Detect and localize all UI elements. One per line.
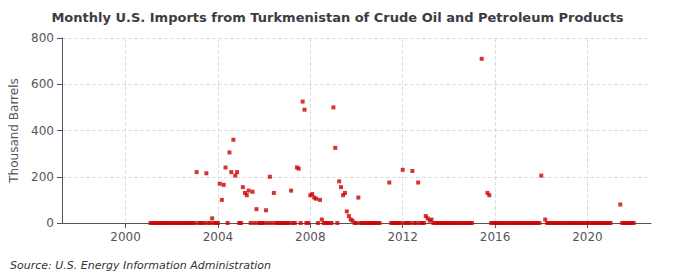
svg-text:2004: 2004 xyxy=(203,230,234,244)
svg-text:400: 400 xyxy=(31,124,54,138)
svg-text:200: 200 xyxy=(31,170,54,184)
svg-text:800: 800 xyxy=(31,31,54,45)
svg-text:2012: 2012 xyxy=(387,230,418,244)
svg-text:0: 0 xyxy=(46,216,54,230)
svg-text:2020: 2020 xyxy=(572,230,603,244)
svg-text:2016: 2016 xyxy=(480,230,511,244)
svg-text:600: 600 xyxy=(31,77,54,91)
svg-text:2000: 2000 xyxy=(110,230,141,244)
svg-text:2008: 2008 xyxy=(295,230,326,244)
svg-text:Monthly U.S. Imports from Turk: Monthly U.S. Imports from Turkmenistan o… xyxy=(51,10,623,25)
svg-text:Source: U.S. Energy Informatio: Source: U.S. Energy Information Administ… xyxy=(10,259,271,272)
svg-text:Thousand Barrels: Thousand Barrels xyxy=(7,78,21,183)
